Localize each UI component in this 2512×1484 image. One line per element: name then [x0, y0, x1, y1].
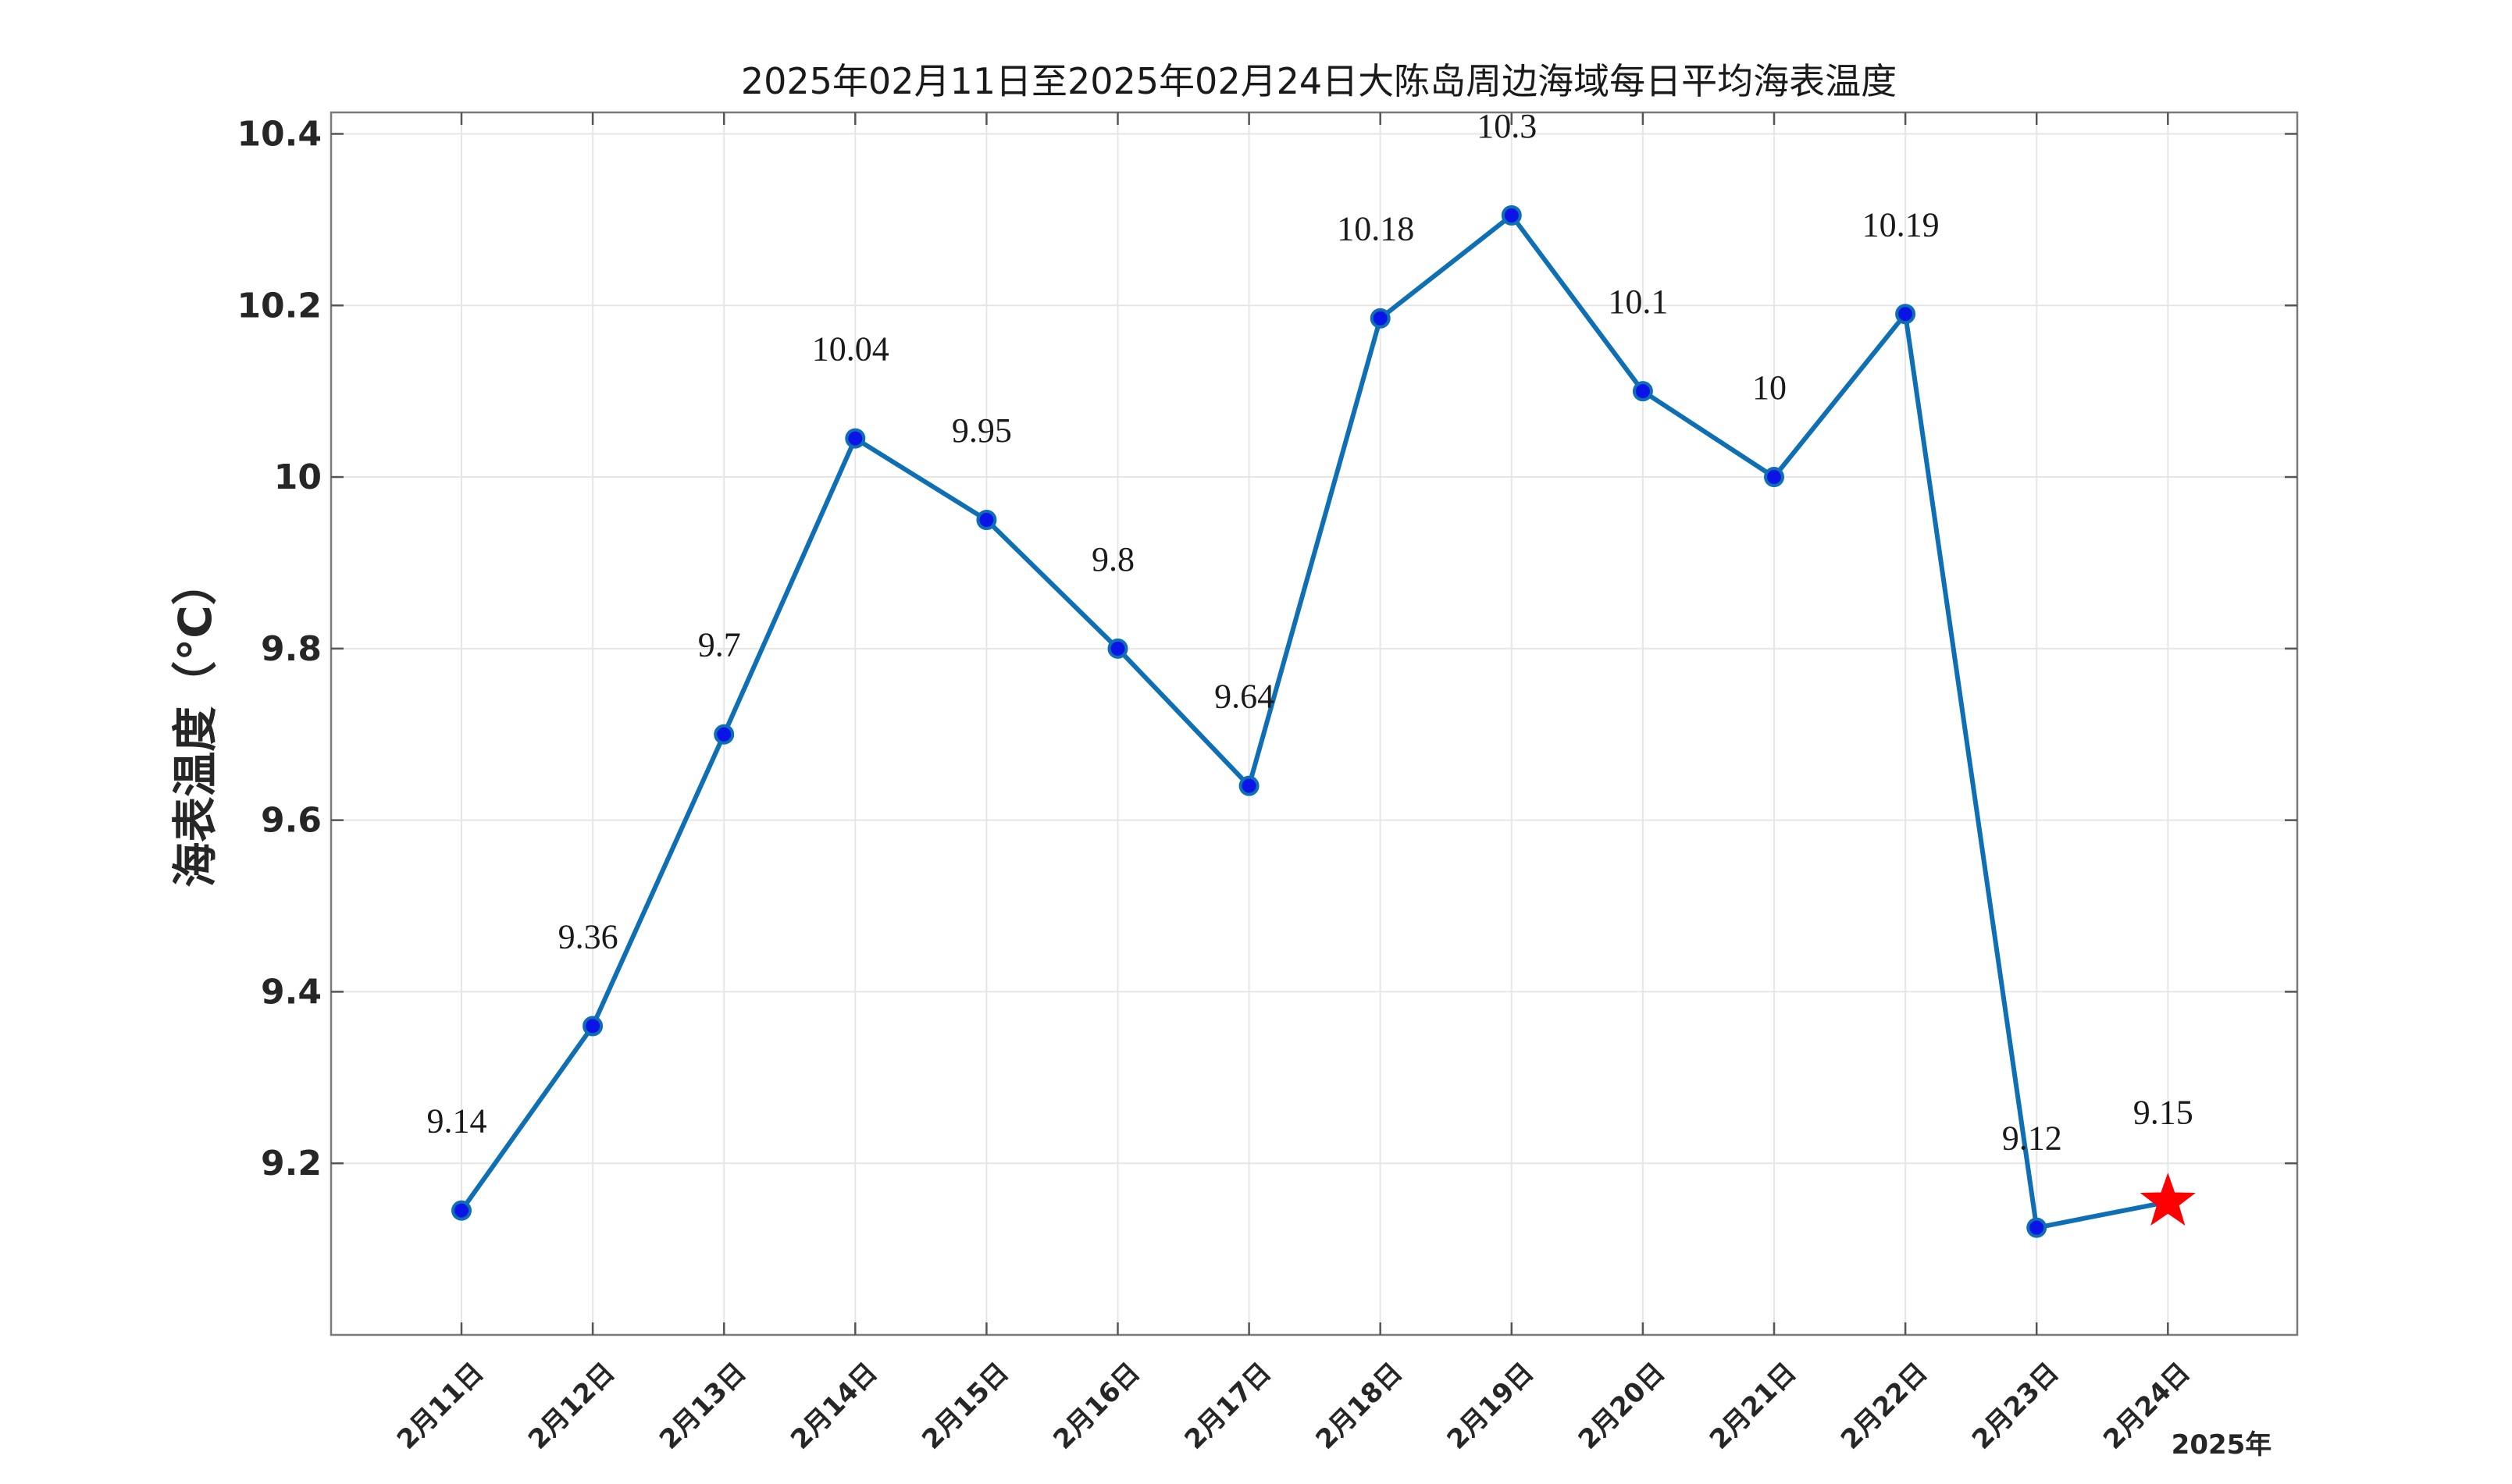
data-label: 9.64 — [1214, 678, 1274, 716]
data-label: 9.12 — [2002, 1119, 2062, 1158]
chart-title: 2025年02月11日至2025年02月24日大陈岛周边海域每日平均海表温度 — [741, 60, 1897, 102]
x-tick-label: 2月17日 — [1178, 1357, 1277, 1456]
data-label: 10.18 — [1337, 210, 1414, 248]
x-axis: 2月11日 2月12日 2月13日 2月14日 2月15日 2月16日 2月17日 2月18日… — [391, 112, 2197, 1456]
data-point-marker — [1370, 308, 1391, 329]
series-temperature — [451, 205, 2196, 1238]
series-line — [459, 212, 2168, 1230]
data-point-marker — [1501, 205, 1522, 226]
y-tick-label: 10.2 — [237, 286, 322, 326]
x-tick-label: 2月22日 — [1835, 1357, 1934, 1456]
plot-area — [330, 111, 2299, 1336]
data-point-marker — [1107, 638, 1128, 659]
data-point-marker — [1764, 467, 1784, 488]
y-tick-label: 9.4 — [261, 972, 322, 1012]
x-tick-label: 2月14日 — [785, 1357, 884, 1456]
grid-layer — [331, 112, 2297, 1335]
data-point-marker — [1895, 304, 1916, 325]
data-point-marker — [976, 510, 997, 530]
x-tick-label: 2月20日 — [1573, 1357, 1672, 1456]
data-label: 9.8 — [1092, 540, 1135, 578]
data-label: 9.7 — [698, 626, 741, 664]
x-tick-label: 2月11日 — [391, 1357, 490, 1456]
x-axis-year-label: 2025年 — [2172, 1429, 2272, 1461]
data-point-marker — [451, 1200, 472, 1221]
x-tick-label: 2月23日 — [1966, 1357, 2065, 1456]
data-point-marker — [1238, 775, 1260, 796]
data-label: 10.19 — [1862, 205, 1940, 244]
data-point-marker — [845, 428, 866, 449]
data-point-marker — [714, 724, 735, 745]
data-label: 10.1 — [1608, 283, 1668, 321]
x-tick-label: 2月15日 — [916, 1357, 1015, 1456]
data-point-marker — [583, 1016, 604, 1037]
highlight-star-marker — [2140, 1173, 2196, 1226]
data-label: 9.36 — [558, 917, 618, 956]
y-tick-label: 9.2 — [261, 1144, 322, 1183]
y-tick-label: 9.6 — [261, 801, 322, 841]
data-label: 9.95 — [952, 411, 1012, 450]
data-point-marker — [2026, 1217, 2047, 1238]
y-tick-label: 10.4 — [237, 114, 322, 154]
x-tick-label: 2月18日 — [1310, 1357, 1409, 1456]
x-tick-label: 2月21日 — [1704, 1357, 1803, 1456]
x-tick-label: 2月16日 — [1047, 1357, 1146, 1456]
data-label: 10.3 — [1477, 107, 1537, 145]
y-tick-label: 9.8 — [261, 629, 322, 669]
data-label: 9.14 — [427, 1102, 487, 1141]
data-label: 10.04 — [812, 330, 889, 368]
x-tick-label: 2月19日 — [1441, 1357, 1541, 1456]
y-tick-label: 10 — [274, 457, 322, 497]
y-axis: 9.2 9.4 9.6 9.8 10 10.2 10.4 — [237, 114, 2297, 1183]
x-tick-label: 2月13日 — [654, 1357, 753, 1456]
x-tick-label: 2月12日 — [522, 1357, 622, 1456]
data-label: 9.15 — [2133, 1094, 2193, 1132]
data-point-marker — [1632, 381, 1653, 402]
data-label: 10 — [1752, 368, 1787, 407]
y-axis-label: 海表温度（°C） — [169, 560, 222, 888]
data-labels: 9.14 9.36 9.7 10.04 9.95 9.8 9.64 10.18 10.3 10.1… — [427, 107, 2193, 1158]
